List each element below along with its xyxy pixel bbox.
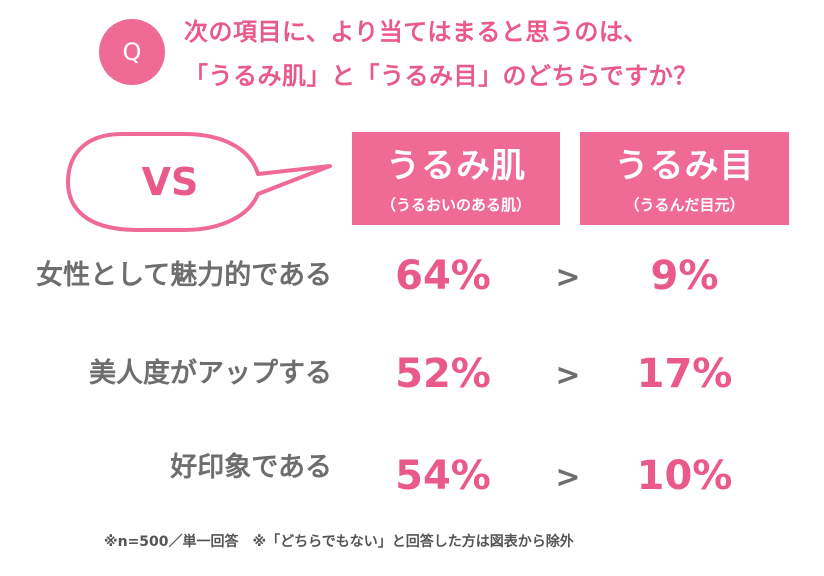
- value-left: 54%: [352, 452, 534, 500]
- column-header-urumi-hada: うるみ肌 （うるおいのある肌）: [352, 132, 560, 225]
- row-label: 女性として魅力的である: [36, 258, 332, 294]
- value-right: 17%: [590, 350, 779, 398]
- column-title: うるみ目: [580, 146, 789, 186]
- row-label: 好印象である: [170, 450, 332, 486]
- column-subtitle: （うるおいのある肌）: [352, 194, 560, 216]
- question-line-2: 「うるみ肌」と「うるみ目」のどちらですか？: [184, 54, 814, 98]
- question-line-1: 次の項目に、より当てはまると思うのは、: [184, 10, 814, 54]
- value-right: 10%: [590, 452, 779, 500]
- value-right: 9%: [590, 252, 779, 300]
- comparator: >: [548, 356, 588, 396]
- column-subtitle: （うるんだ目元）: [580, 194, 789, 216]
- footnote: ※n=500／単一回答 ※「どちらでもない」と回答した方は図表から除外: [104, 531, 574, 553]
- comparator: >: [548, 258, 588, 298]
- column-header-urumi-me: うるみ目 （うるんだ目元）: [580, 132, 789, 225]
- row-label: 美人度がアップする: [89, 356, 332, 392]
- comparator: >: [548, 458, 588, 498]
- value-left: 64%: [352, 252, 534, 300]
- question-badge: Q: [99, 19, 165, 85]
- column-title: うるみ肌: [352, 146, 560, 186]
- value-left: 52%: [352, 350, 534, 398]
- vs-label: VS: [122, 160, 218, 204]
- question-text: 次の項目に、より当てはまると思うのは、 「うるみ肌」と「うるみ目」のどちらですか…: [184, 10, 814, 98]
